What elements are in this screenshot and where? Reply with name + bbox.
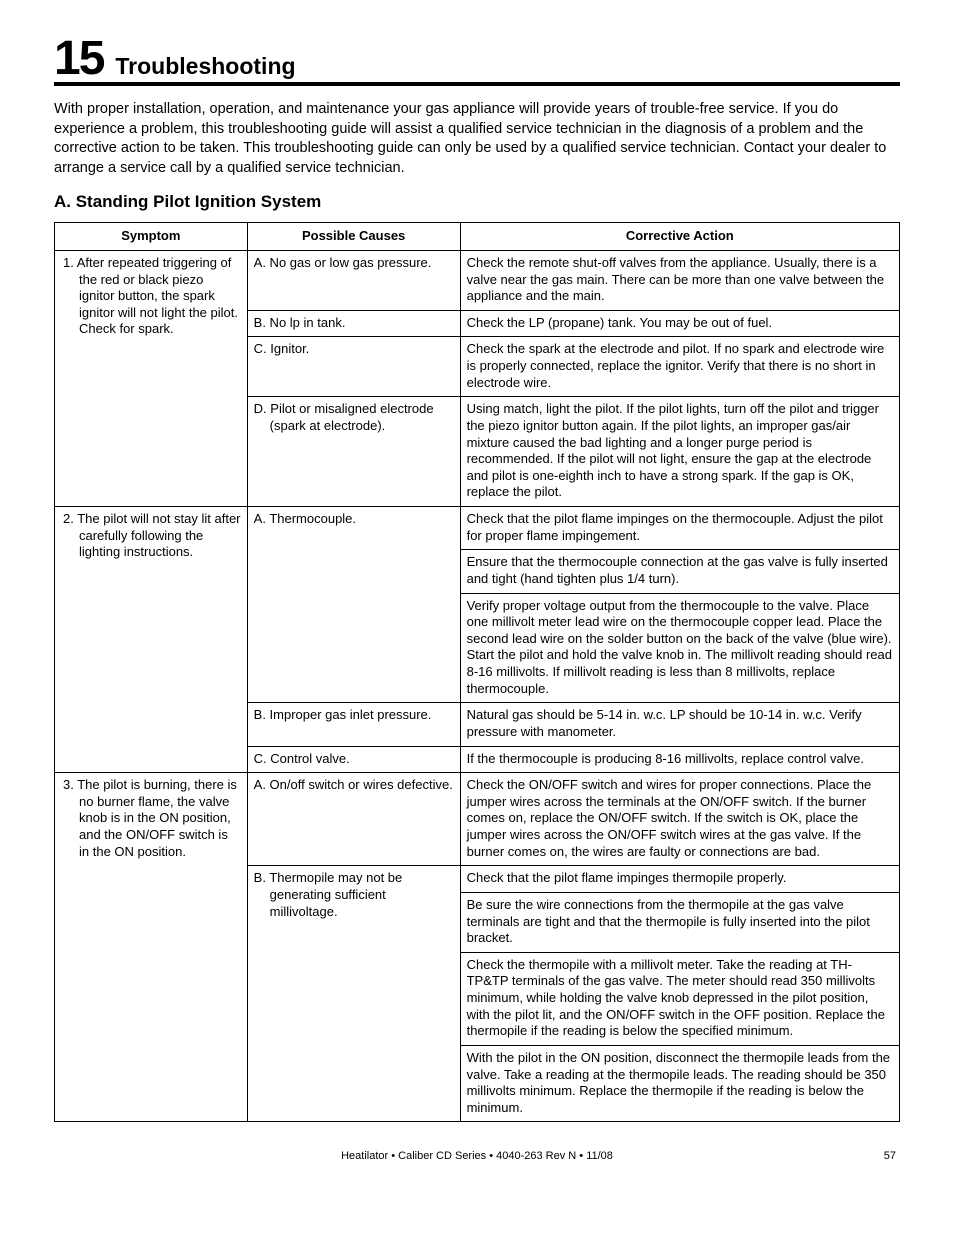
action-cell: Ensure that the thermocouple connection … [460, 550, 899, 593]
intro-paragraph: With proper installation, operation, and… [54, 100, 900, 178]
page-number: 57 [866, 1150, 896, 1162]
table-row: 3. The pilot is burning, there is no bur… [55, 773, 900, 866]
cause-cell: A. No gas or low gas pressure. [247, 250, 460, 310]
symptom-cell: 2. The pilot will not stay lit after car… [55, 507, 248, 773]
action-cell: Check that the pilot flame impinges ther… [460, 866, 899, 893]
cause-cell: A. On/off switch or wires defective. [247, 773, 460, 866]
action-cell: If the thermocouple is producing 8-16 mi… [460, 746, 899, 773]
action-cell: Check the ON/OFF switch and wires for pr… [460, 773, 899, 866]
table-row: 2. The pilot will not stay lit after car… [55, 507, 900, 550]
cause-cell: B. Improper gas inlet pressure. [247, 703, 460, 746]
action-cell: Check the LP (propane) tank. You may be … [460, 310, 899, 337]
page-footer: Heatilator • Caliber CD Series • 4040-26… [54, 1150, 900, 1162]
action-cell: Check that the pilot flame impinges on t… [460, 507, 899, 550]
cause-cell: D. Pilot or misaligned electrode (spark … [247, 397, 460, 507]
action-cell: Using match, light the pilot. If the pil… [460, 397, 899, 507]
table-row: 1. After repeated triggering of the red … [55, 250, 900, 310]
action-cell: With the pilot in the ON position, disco… [460, 1045, 899, 1122]
cause-cell: C. Ignitor. [247, 337, 460, 397]
action-cell: Check the thermopile with a millivolt me… [460, 952, 899, 1045]
action-cell: Check the spark at the electrode and pil… [460, 337, 899, 397]
action-cell: Be sure the wire connections from the th… [460, 892, 899, 952]
section-title: Troubleshooting [115, 53, 295, 80]
cause-cell: B. No lp in tank. [247, 310, 460, 337]
cause-cell: B. Thermopile may not be generating suff… [247, 866, 460, 1122]
subsection-title: A. Standing Pilot Ignition System [54, 192, 900, 212]
action-cell: Natural gas should be 5-14 in. w.c. LP s… [460, 703, 899, 746]
col-symptom: Symptom [55, 223, 248, 251]
table-header-row: Symptom Possible Causes Corrective Actio… [55, 223, 900, 251]
troubleshooting-table: Symptom Possible Causes Corrective Actio… [54, 222, 900, 1122]
action-cell: Verify proper voltage output from the th… [460, 593, 899, 703]
col-action: Corrective Action [460, 223, 899, 251]
action-cell: Check the remote shut-off valves from th… [460, 250, 899, 310]
col-causes: Possible Causes [247, 223, 460, 251]
cause-cell: C. Control valve. [247, 746, 460, 773]
section-header: 15 Troubleshooting [54, 40, 900, 86]
footer-text: Heatilator • Caliber CD Series • 4040-26… [88, 1150, 866, 1162]
section-number: 15 [54, 40, 103, 78]
symptom-cell: 1. After repeated triggering of the red … [55, 250, 248, 506]
symptom-cell: 3. The pilot is burning, there is no bur… [55, 773, 248, 1122]
cause-cell: A. Thermocouple. [247, 507, 460, 703]
